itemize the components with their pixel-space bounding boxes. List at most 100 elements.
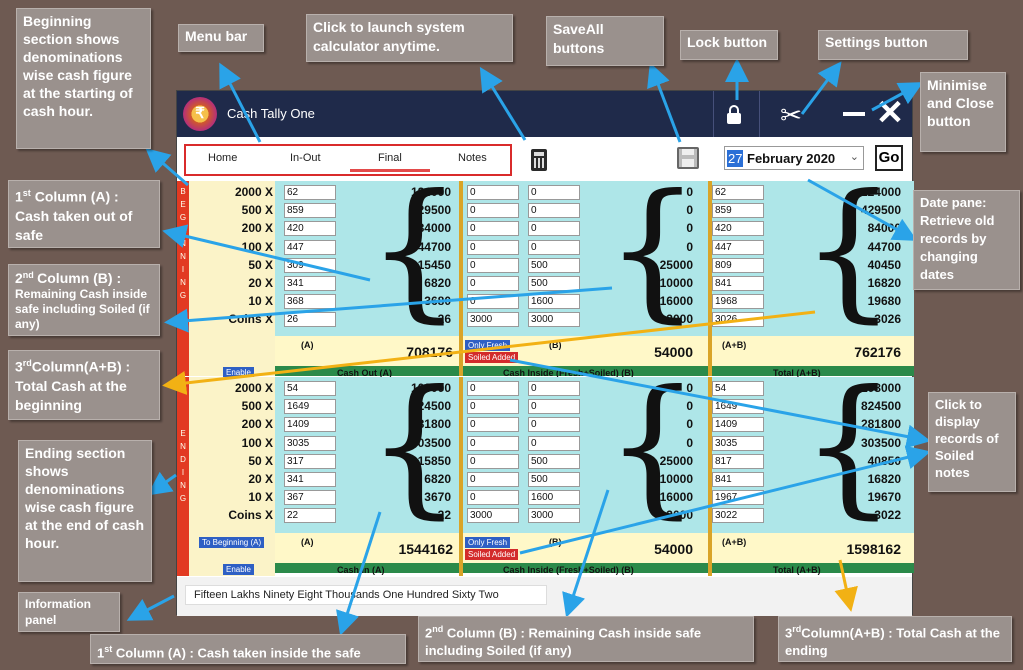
count-b-total-input[interactable]: 0 [528,203,580,219]
count-b-total-input[interactable]: 0 [528,399,580,415]
count-total-input[interactable]: 1649 [712,399,764,415]
count-total-input[interactable]: 1409 [712,417,764,433]
count-b-total-input[interactable]: 0 [528,435,580,451]
count-a-input[interactable]: 420 [284,221,336,237]
note-text: Remaining Cash inside safe including Soi… [15,287,150,331]
count-total-input[interactable]: 1968 [712,294,764,310]
amount-total: 40450 [867,257,901,272]
count-total-input[interactable]: 3035 [712,435,764,451]
count-a-input[interactable]: 309 [284,257,336,273]
count-total-input[interactable]: 1967 [712,490,764,506]
brace-a: { [367,359,463,533]
count-total-input[interactable]: 62 [712,185,764,200]
calculator-icon[interactable] [531,149,547,171]
count-total-input[interactable]: 54 [712,381,764,396]
note-text: nd [22,270,34,280]
count-b-fresh-input[interactable]: 0 [467,221,519,237]
tab-home[interactable]: Home [208,152,238,164]
count-total-input[interactable]: 809 [712,257,764,273]
count-total-input[interactable]: 841 [712,276,764,291]
count-b-fresh-input[interactable]: 0 [467,453,519,469]
count-a-input[interactable]: 317 [284,453,336,469]
count-a-input[interactable]: 368 [284,294,336,310]
count-total-input[interactable]: 447 [712,239,764,255]
save-all-icon[interactable] [677,147,699,169]
tab-in-out[interactable]: In-Out [290,152,321,164]
count-b-fresh-input[interactable]: 0 [467,472,519,487]
count-b-total-input[interactable]: 500 [528,276,580,291]
to-beginning-button[interactable]: To Beginning (A) [199,537,265,548]
count-total-input[interactable]: 420 [712,221,764,237]
minimise-icon[interactable] [843,112,865,116]
amount-a: 6820 [424,276,451,290]
date-picker[interactable]: 27 February 2020 ⌄ [724,146,864,170]
count-b-total-input[interactable]: 1600 [528,490,580,506]
count-b-fresh-input[interactable]: 0 [467,276,519,291]
count-b-total-input[interactable]: 0 [528,381,580,396]
settings-icon[interactable]: ✂ [780,100,802,130]
count-a-input[interactable]: 54 [284,381,336,396]
count-b-fresh-input[interactable]: 0 [467,239,519,255]
count-b-fresh-input[interactable]: 3000 [467,508,519,524]
count-b-fresh-input[interactable]: 0 [467,399,519,415]
chevron-down-icon[interactable]: ⌄ [849,151,859,163]
count-a-input[interactable]: 367 [284,490,336,506]
count-b-fresh-input[interactable]: 0 [467,381,519,396]
count-b-total-input[interactable]: 500 [528,453,580,469]
note-text: Column (A) : Cash taken out of safe [15,188,133,243]
count-b-total-input[interactable]: 0 [528,417,580,433]
count-b-fresh-input[interactable]: 0 [467,257,519,273]
lock-icon[interactable] [727,105,741,125]
sum-a-value: 1544162 [398,541,453,557]
count-b-total-input[interactable]: 1600 [528,294,580,310]
amount-a: 429500 [410,203,451,218]
count-b-total-input[interactable]: 0 [528,221,580,237]
note-menu-bar: Menu bar [178,24,264,52]
count-a-input[interactable]: 1409 [284,417,336,433]
only-fresh-button[interactable]: Only Fresh [465,340,511,351]
count-total-input[interactable]: 817 [712,453,764,469]
count-b-total-input[interactable]: 3000 [528,312,580,328]
count-b-total-input[interactable]: 500 [528,257,580,273]
count-total-input[interactable]: 3026 [712,312,764,328]
count-a-input[interactable]: 22 [284,508,336,524]
count-a-input[interactable]: 859 [284,203,336,219]
count-a-input[interactable]: 1649 [284,399,336,415]
count-b-total-input[interactable]: 0 [528,185,580,200]
count-b-fresh-input[interactable]: 0 [467,185,519,200]
count-b-total-input[interactable]: 500 [528,472,580,487]
count-a-input[interactable]: 341 [284,276,336,291]
enable-button[interactable]: Enable [223,564,254,575]
count-b-fresh-input[interactable]: 0 [467,203,519,219]
count-total-input[interactable]: 3022 [712,508,764,524]
count-b-total-input[interactable]: 3000 [528,508,580,524]
note-text: rd [792,624,802,634]
date-day[interactable]: 27 [727,150,744,167]
count-b-total-input[interactable]: 0 [528,239,580,255]
tab-notes[interactable]: Notes [458,152,487,164]
count-total-input[interactable]: 859 [712,203,764,219]
count-b-fresh-input[interactable]: 0 [467,417,519,433]
count-total-input[interactable]: 841 [712,472,764,487]
note-soiled-notes: Click to display records of Soiled notes [928,392,1016,492]
denomination-label: 20 X [248,472,273,486]
close-icon[interactable]: ✕ [875,94,905,132]
tab-final[interactable]: Final [350,152,430,172]
titlebar-divider [713,91,714,137]
count-b-fresh-input[interactable]: 3000 [467,312,519,328]
count-a-input[interactable]: 62 [284,185,336,200]
count-b-fresh-input[interactable]: 0 [467,294,519,310]
amount-a: 303500 [410,435,451,450]
soiled-added-button[interactable]: Soiled Added [465,352,519,363]
count-b-fresh-input[interactable]: 0 [467,490,519,506]
soiled-added-button[interactable]: Soiled Added [465,549,519,560]
count-b-fresh-input[interactable]: 0 [467,435,519,451]
count-a-input[interactable]: 3035 [284,435,336,451]
denomination-label: 500 X [241,203,273,218]
count-a-input[interactable]: 447 [284,239,336,255]
go-button[interactable]: Go [875,145,903,171]
count-a-input[interactable]: 26 [284,312,336,328]
only-fresh-button[interactable]: Only Fresh [465,537,511,548]
count-a-input[interactable]: 341 [284,472,336,487]
